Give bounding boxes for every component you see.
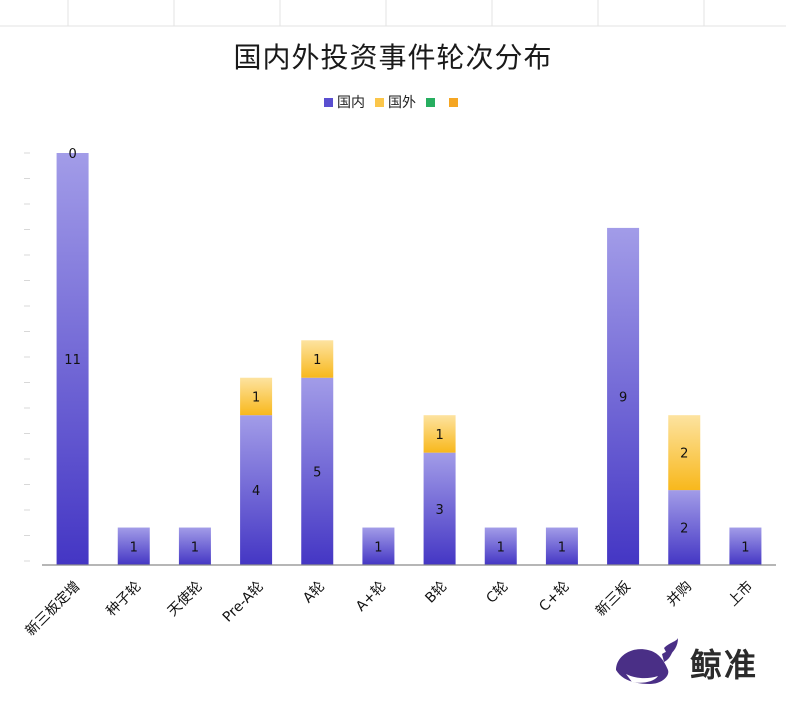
- legend-item-foreign: 国外: [375, 92, 416, 112]
- bar-domestic: [178, 527, 211, 565]
- brand-logo-text: 鲸准: [690, 646, 759, 684]
- data-label: 1: [741, 540, 749, 555]
- x-tick-label: 新三板定增: [23, 579, 84, 640]
- legend-swatch-foreign: [375, 97, 384, 107]
- legend-item-domestic: 国内: [324, 92, 365, 112]
- bar-domestic: [117, 527, 150, 565]
- data-label: 1: [497, 540, 505, 555]
- bar-foreign: [301, 340, 334, 378]
- data-label: 2: [680, 447, 688, 462]
- bar-domestic: [423, 452, 456, 565]
- legend-label-foreign: 国外: [388, 95, 416, 111]
- data-label: 1: [435, 428, 443, 443]
- legend-swatch-series4: [449, 97, 458, 107]
- data-label: 1: [130, 540, 138, 555]
- bar-foreign: [668, 415, 701, 491]
- x-tick-label: B轮: [422, 579, 450, 607]
- x-tick-label: 种子轮: [104, 579, 145, 620]
- legend-item-series4: [449, 97, 462, 107]
- bar-domestic: [545, 527, 578, 565]
- data-label: 1: [374, 540, 382, 555]
- data-label: 1: [313, 353, 321, 368]
- bar-domestic: [301, 377, 334, 565]
- x-tick-label: 上市: [724, 578, 756, 610]
- x-tick-label: 新三板: [593, 579, 634, 620]
- x-tick-label: A+轮: [353, 579, 389, 615]
- bar-domestic: [484, 527, 517, 565]
- data-label: 1: [558, 540, 566, 555]
- data-label: 1: [252, 390, 260, 405]
- x-tick-label: 天使轮: [164, 578, 206, 620]
- bar-foreign: [423, 415, 456, 453]
- brand-logo: 鲸准: [612, 632, 772, 694]
- legend-swatch-domestic: [324, 97, 333, 107]
- bar-domestic: [362, 527, 395, 565]
- bar-domestic: [240, 415, 273, 565]
- bar-domestic: [729, 527, 762, 565]
- data-label: 9: [619, 390, 627, 405]
- data-label: 3: [435, 503, 443, 518]
- x-tick-label: C轮: [483, 579, 511, 607]
- x-tick-label: C+轮: [536, 579, 572, 615]
- data-label: 0: [68, 147, 76, 162]
- x-axis-labels: 新三板定增 种子轮 天使轮 Pre-A轮 A轮 A+轮 B轮 C轮 C+轮 新三板 并购 上市: [23, 578, 757, 640]
- legend-item-series3: [426, 97, 439, 107]
- bar-domestic: [56, 153, 89, 565]
- data-label: 5: [313, 465, 321, 480]
- x-tick-label: 并购: [664, 579, 695, 610]
- data-label: 4: [252, 484, 260, 499]
- chart-legend: 国内 国外: [0, 92, 786, 112]
- y-axis-ticks: [24, 152, 30, 562]
- bar-group: [56, 153, 762, 565]
- whale-icon: [616, 638, 678, 684]
- data-label: 11: [64, 353, 81, 368]
- bar-foreign: [240, 377, 273, 416]
- data-label: 1: [191, 540, 199, 555]
- x-tick-label: Pre-A轮: [220, 579, 267, 626]
- bar-domestic: [607, 227, 640, 565]
- legend-label-domestic: 国内: [337, 95, 365, 111]
- bar-domestic: [668, 490, 701, 565]
- x-tick-label: A轮: [300, 579, 328, 607]
- data-label: 2: [680, 522, 688, 537]
- legend-swatch-series3: [426, 97, 435, 107]
- chart-title: 国内外投资事件轮次分布: [233, 41, 553, 74]
